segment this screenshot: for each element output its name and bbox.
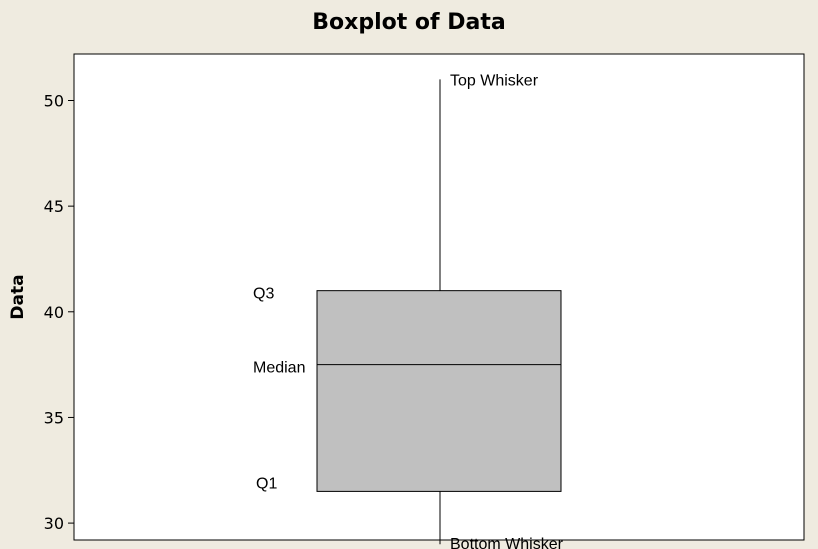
y-tick-label: 30: [44, 514, 64, 533]
y-axis: 30 35 40 45 50: [44, 91, 74, 533]
q1-label: Q1: [256, 475, 277, 492]
bottom-whisker-label: Bottom Whisker: [450, 536, 564, 549]
annotations: Top Whisker Q3 Median Q1 Bottom Whisker: [253, 72, 564, 549]
iqr-box: [316, 290, 562, 492]
y-tick-label: 35: [44, 408, 64, 427]
y-axis-label: Data: [8, 274, 28, 319]
boxplot: [316, 79, 562, 545]
q3-label: Q3: [253, 286, 274, 303]
y-tick-label: 40: [44, 303, 64, 322]
y-tick-label: 50: [44, 91, 64, 110]
median-label: Median: [253, 360, 305, 377]
y-tick-label: 45: [44, 197, 64, 216]
top-whisker-label: Top Whisker: [450, 72, 539, 89]
chart-title: Boxplot of Data: [312, 10, 506, 35]
